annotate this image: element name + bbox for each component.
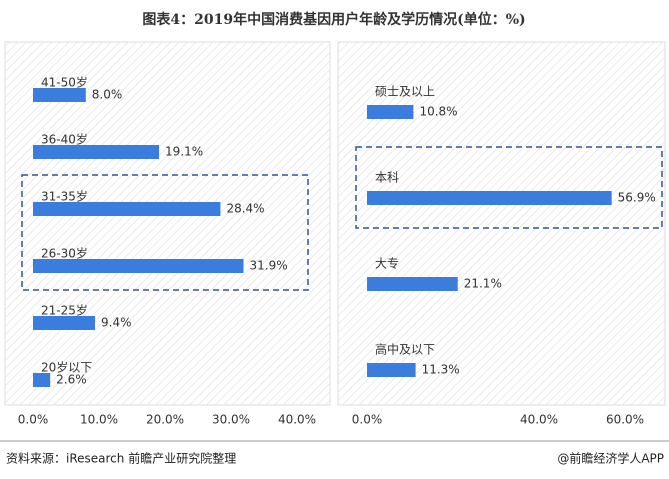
value-label: 28.4% (226, 202, 264, 216)
x-tick-label: 20.0% (146, 413, 184, 427)
category-label: 大专 (375, 256, 399, 271)
x-tick-label: 0.0% (352, 413, 383, 427)
category-label: 31-35岁 (41, 189, 88, 204)
credit: @前瞻经济学人APP (557, 451, 664, 466)
value-label: 10.8% (419, 105, 457, 119)
category-label: 硕士及以上 (375, 85, 435, 99)
chart-title: 图表4：2019年中国消费基因用户年龄及学历情况(单位：%) (142, 11, 525, 28)
x-tick-label: 10.0% (80, 413, 118, 427)
value-label: 8.0% (92, 88, 123, 102)
category-label: 36-40岁 (41, 132, 88, 147)
category-label: 21-25岁 (41, 303, 88, 318)
bar (367, 363, 416, 377)
value-label: 19.1% (165, 145, 203, 159)
category-label: 高中及以下 (375, 342, 435, 357)
highlight-box (355, 146, 663, 229)
bar (33, 145, 160, 159)
x-tick-label: 60.0% (606, 413, 644, 427)
category-label: 本科 (375, 171, 399, 185)
value-label: 11.3% (422, 363, 460, 377)
highlight-box (21, 174, 309, 291)
x-tick-label: 40.0% (278, 413, 316, 427)
panel (337, 41, 666, 406)
bar (33, 202, 221, 216)
bar (367, 191, 612, 205)
panel (4, 41, 331, 406)
value-label: 2.6% (56, 373, 87, 387)
category-label: 20岁以下 (41, 360, 92, 375)
value-label: 21.1% (464, 277, 502, 291)
category-label: 41-50岁 (41, 75, 88, 90)
bar (367, 105, 414, 119)
bar (33, 316, 96, 330)
bar (367, 277, 458, 291)
bar (33, 373, 51, 387)
value-label: 9.4% (101, 316, 132, 330)
x-tick-label: 40.0% (520, 413, 558, 427)
x-tick-label: 0.0% (18, 413, 49, 427)
bar (33, 259, 244, 273)
value-label: 31.9% (250, 259, 288, 273)
bar (33, 88, 86, 102)
value-label: 56.9% (618, 191, 656, 205)
category-label: 26-30岁 (41, 246, 88, 261)
source: 资料来源：iResearch 前瞻产业研究院整理 (6, 451, 236, 466)
x-tick-label: 30.0% (212, 413, 250, 427)
